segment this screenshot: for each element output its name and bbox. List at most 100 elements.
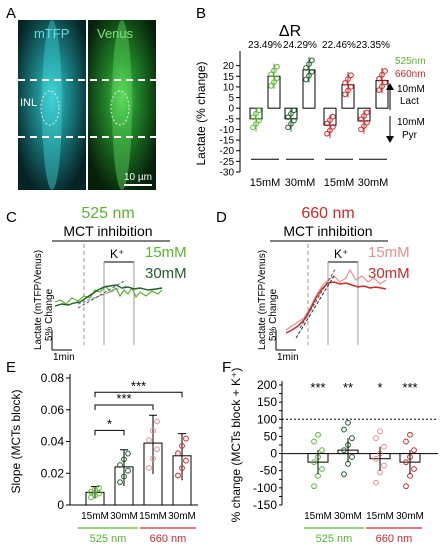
panel-c-title: 525 nm	[81, 205, 134, 222]
data-point	[382, 68, 388, 74]
x-tick-label: 15mM	[81, 511, 109, 522]
panel-label-b: B	[196, 5, 206, 22]
panel-c-subtitle: MCT inhibition	[63, 223, 152, 239]
arrow-up-label-1: 10mM	[397, 84, 425, 95]
panel-label-c: C	[6, 209, 17, 226]
panel-d-subtitle: MCT inhibition	[283, 223, 372, 239]
legend-660: 660nm	[395, 69, 426, 80]
data-point	[121, 473, 127, 480]
significance-label: ***	[402, 380, 417, 395]
data-point	[348, 83, 354, 90]
data-point	[349, 454, 355, 460]
data-point	[341, 426, 347, 433]
data-point	[381, 462, 387, 469]
x-tick-label: 30mM	[168, 511, 196, 522]
scale-x-label: 1min	[277, 352, 299, 363]
series-30mm-label: 30mM	[368, 265, 410, 282]
y-tick-label: -50	[260, 464, 278, 478]
x-tick-label: 30mM	[110, 511, 138, 522]
data-point	[319, 447, 325, 454]
ylabel-line-2: 5% Change	[268, 288, 279, 341]
data-point	[117, 479, 123, 486]
data-point	[291, 107, 297, 114]
up-arrow-icon	[386, 83, 394, 110]
data-point	[303, 76, 309, 83]
percent-label: 23.35%	[356, 40, 390, 51]
percent-label: 22.46%	[322, 40, 356, 51]
mtfp-label: mTFP	[34, 26, 69, 41]
venus-label: Venus	[97, 26, 134, 41]
data-point	[345, 460, 351, 467]
y-tick-label: -10	[220, 125, 235, 136]
y-tick-label: 0.02	[41, 466, 65, 480]
arrow-down-label-2: Pyr	[402, 130, 418, 141]
significance-bracket	[94, 391, 183, 398]
data-point	[330, 124, 336, 130]
data-point	[268, 83, 274, 89]
y-axis-label: Lactate (% change)	[194, 61, 208, 165]
y-tick-label: -25	[220, 157, 235, 168]
panel-f: -150 -100 -50 0 50 100 150 200 % change (MCTs bl…	[229, 368, 438, 545]
panel-d: 660 nm MCT inhibition K⁺ 15mM 30mM Lacta…	[257, 205, 410, 363]
group-label-660: 660 nm	[150, 533, 187, 545]
y-tick-label: 0	[270, 447, 277, 461]
mtfp-streak	[42, 20, 62, 190]
ylabel-line-1: Lactate (mTFP/Venus)	[33, 250, 44, 350]
data-point	[403, 438, 409, 445]
data-point	[183, 457, 189, 464]
trace-30mm	[285, 281, 387, 334]
y-tick-label: 20	[223, 61, 235, 72]
data-point	[407, 472, 413, 479]
trace-30mm	[54, 284, 163, 307]
panel-label-a: A	[6, 5, 16, 22]
panel-label-e: E	[6, 359, 16, 376]
significance-label: ***	[116, 391, 131, 406]
trace-15mm	[285, 268, 387, 331]
data-point	[319, 466, 325, 472]
arrow-down-label-1: 10mM	[397, 117, 425, 128]
cell-outline-left	[40, 90, 60, 126]
panel-label-d: D	[216, 209, 227, 226]
data-point	[309, 69, 315, 75]
percent-label: 24.29%	[283, 40, 317, 51]
group-label-525: 525 nm	[316, 533, 353, 545]
data-point	[349, 435, 355, 442]
y-tick-label: 50	[264, 429, 278, 443]
data-point	[146, 464, 152, 471]
k-label: K⁺	[110, 247, 124, 261]
data-point	[403, 459, 409, 466]
data-point	[309, 57, 315, 64]
panel-a: mTFP Venus INL 10 µm	[18, 20, 156, 190]
y-axis-label: % change (MCTs block + K⁺)	[229, 368, 243, 523]
series-15mm-label: 15mM	[368, 244, 410, 261]
data-point	[268, 71, 274, 78]
y-tick-label: -15	[220, 136, 235, 147]
data-point	[285, 124, 291, 131]
percent-label: 23.49%	[248, 40, 282, 51]
data-point	[150, 455, 156, 462]
x-tick-label: 30mM	[285, 177, 316, 189]
data-point	[117, 462, 123, 468]
data-point	[358, 126, 364, 133]
legend-525: 525nm	[395, 56, 426, 67]
significance-label: *	[377, 380, 382, 395]
y-tick-label: -100	[253, 481, 277, 495]
x-tick-label: 15mM	[324, 177, 355, 189]
series-30mm-label: 30mM	[145, 265, 187, 282]
data-point	[311, 459, 317, 466]
venus-streak	[112, 20, 132, 190]
y-tick-label: 0	[228, 104, 234, 115]
data-point	[324, 130, 330, 137]
significance-label: ***	[131, 378, 146, 393]
significance-label: ***	[310, 380, 325, 395]
data-point	[342, 91, 348, 98]
group-label-660: 660 nm	[376, 533, 413, 545]
x-tick-label: 15mM	[366, 511, 394, 522]
data-point	[358, 116, 364, 123]
panel-c: 525 nm MCT inhibition K⁺ 15mM 30mM Lacta…	[33, 205, 187, 363]
x-tick-label: 30mM	[396, 511, 424, 522]
panel-b-title: ΔR	[279, 23, 301, 40]
chart-f: -150 -100 -50 0 50 100 150 200 % change (MCTs bl…	[229, 368, 438, 523]
data-point	[175, 472, 181, 479]
